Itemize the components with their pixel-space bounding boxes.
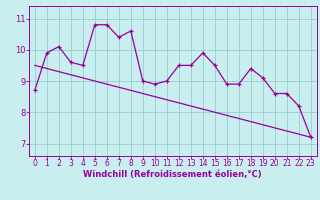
X-axis label: Windchill (Refroidissement éolien,°C): Windchill (Refroidissement éolien,°C) — [84, 170, 262, 179]
